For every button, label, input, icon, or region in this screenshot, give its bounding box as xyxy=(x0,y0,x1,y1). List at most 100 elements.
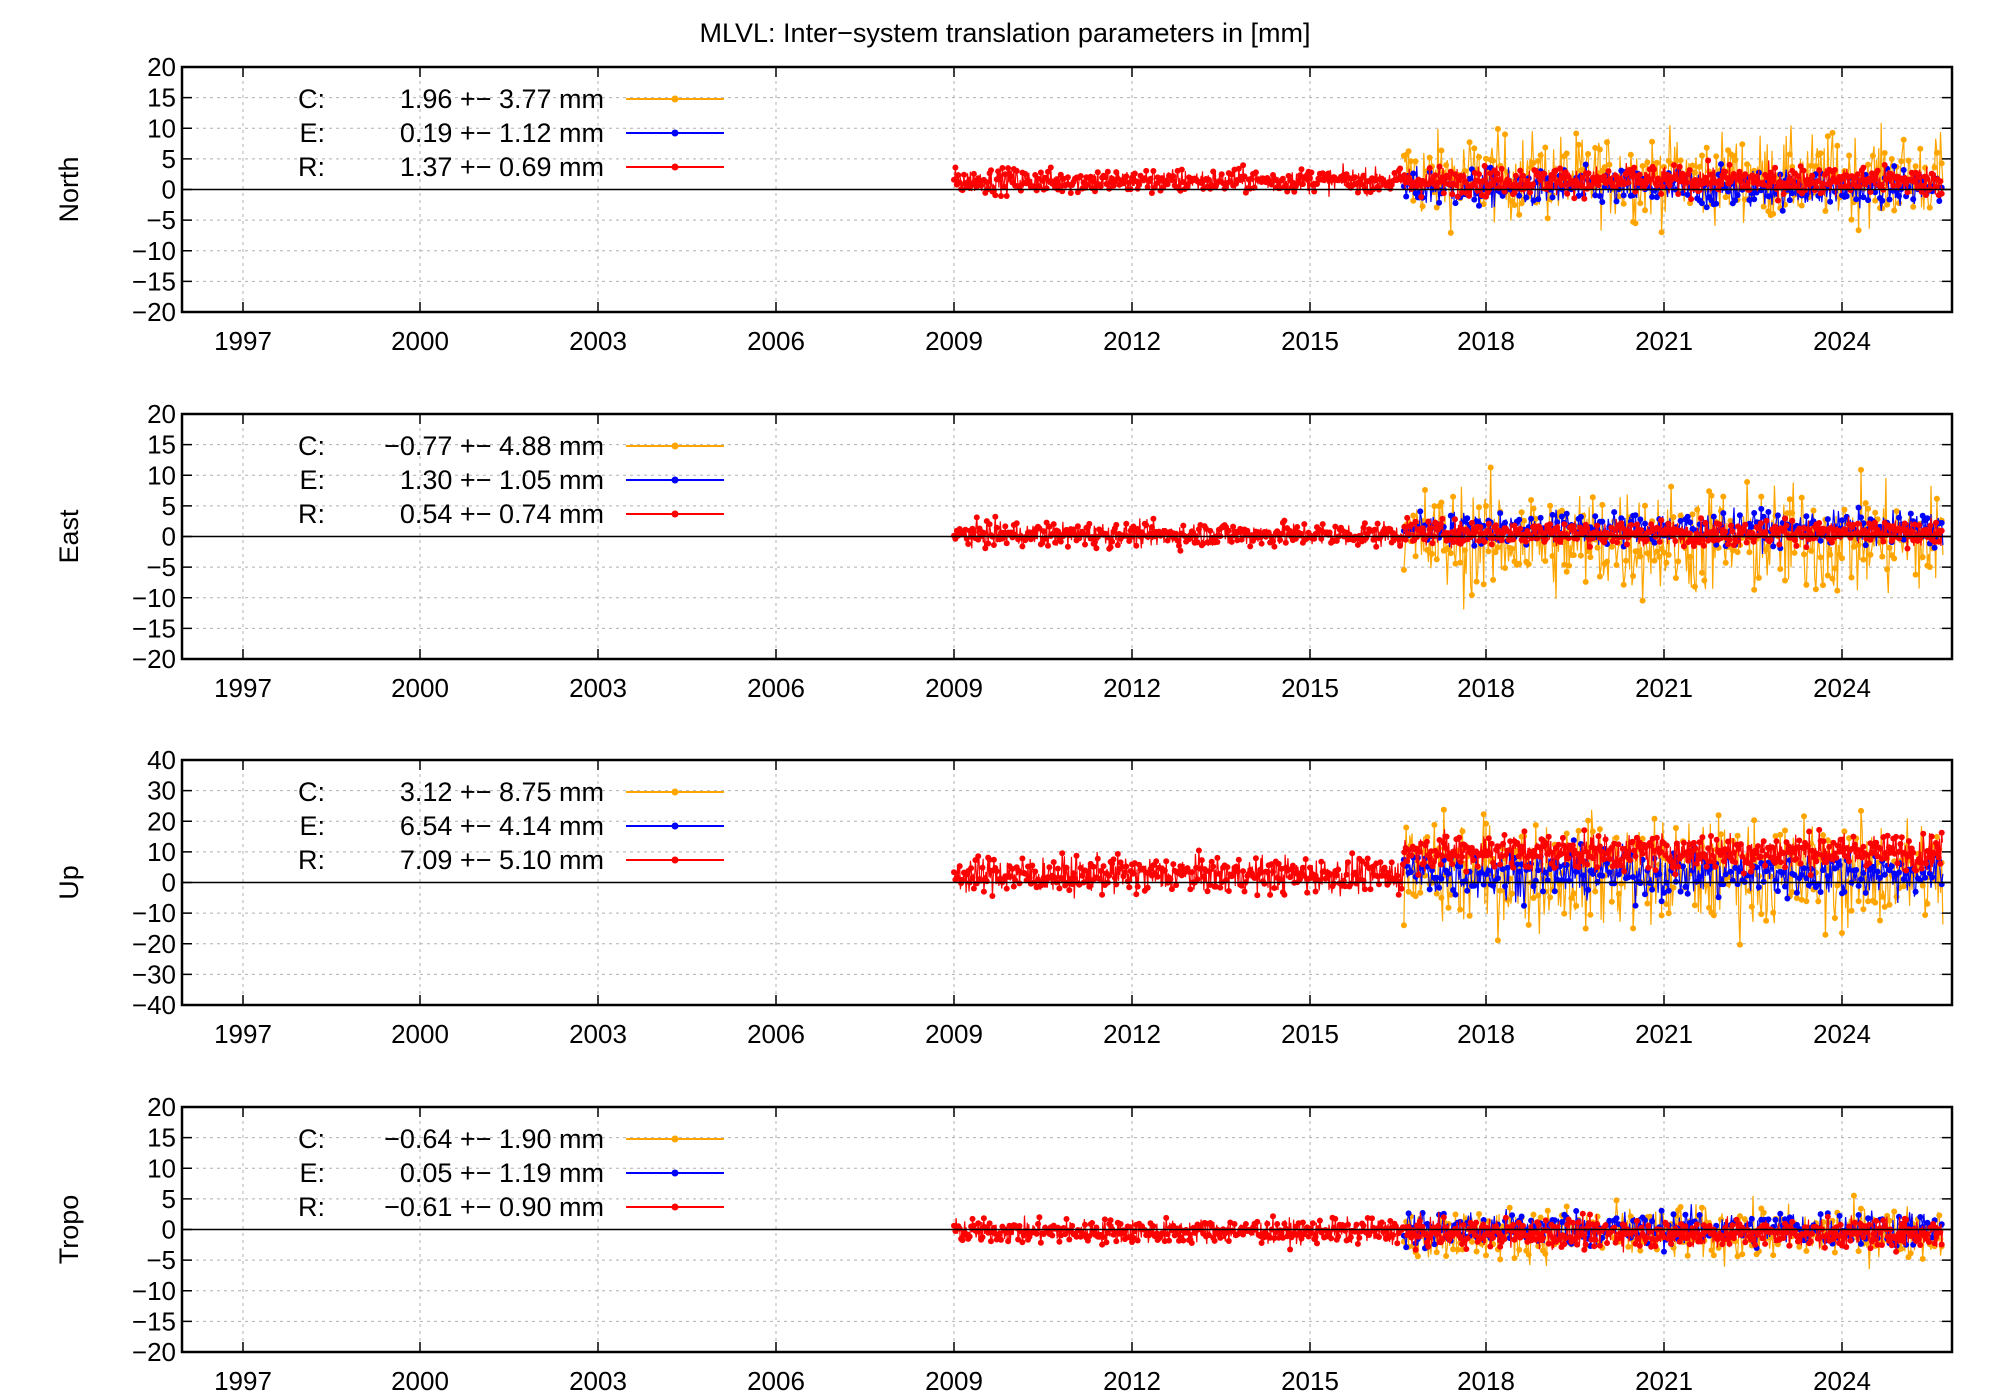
data-point-R xyxy=(1460,1222,1467,1228)
data-point-C xyxy=(1691,902,1698,909)
data-point-R xyxy=(1938,829,1945,836)
data-point-R xyxy=(1663,1221,1670,1228)
data-point-R xyxy=(1107,1217,1114,1224)
data-point-R xyxy=(1322,875,1329,882)
data-point-R xyxy=(1228,171,1235,178)
data-point-C xyxy=(1566,562,1573,569)
x-tick-label: 2003 xyxy=(569,1019,627,1049)
data-point-R xyxy=(1740,870,1747,877)
data-point-R xyxy=(1584,524,1591,531)
data-point-C xyxy=(1708,492,1715,499)
data-point-R xyxy=(1615,841,1622,848)
data-point-R xyxy=(1537,853,1544,860)
data-point-R xyxy=(1757,853,1764,860)
data-point-E xyxy=(1649,1218,1656,1225)
data-point-R xyxy=(1282,539,1289,546)
data-point-R xyxy=(1425,518,1432,525)
data-point-R xyxy=(1279,175,1286,182)
data-point-R xyxy=(1569,842,1576,849)
data-point-R xyxy=(1345,1221,1351,1228)
data-point-R xyxy=(1870,177,1877,184)
y-tick-label: 10 xyxy=(147,113,176,143)
data-point-E xyxy=(1478,869,1485,876)
data-point-R xyxy=(1352,174,1359,181)
data-point-R xyxy=(1423,532,1430,539)
data-point-R xyxy=(1514,840,1521,846)
data-point-R xyxy=(998,193,1004,199)
data-point-R xyxy=(1696,839,1703,846)
data-point-R xyxy=(1252,169,1259,176)
data-point-C xyxy=(1443,1253,1450,1259)
data-point-C xyxy=(1760,1209,1767,1216)
data-point-R xyxy=(1370,536,1377,543)
data-point-R xyxy=(1827,179,1834,186)
data-point-E xyxy=(1494,875,1501,882)
legend-series-name: R: xyxy=(298,1192,325,1222)
legend-marker xyxy=(671,476,679,484)
data-point-C xyxy=(1649,138,1656,145)
data-point-R xyxy=(1631,1227,1638,1234)
data-point-C xyxy=(1537,1214,1544,1221)
data-point-R xyxy=(1235,165,1242,172)
data-point-C xyxy=(1422,487,1428,493)
x-tick-label: 2003 xyxy=(569,673,627,703)
data-point-R xyxy=(1750,856,1757,863)
data-point-R xyxy=(1297,876,1303,883)
data-point-C xyxy=(1637,1247,1644,1254)
legend-marker xyxy=(671,95,679,103)
data-point-R xyxy=(1050,859,1057,866)
data-point-R xyxy=(1003,193,1010,199)
data-point-R xyxy=(1747,868,1754,875)
data-point-R xyxy=(1602,1222,1609,1229)
data-point-R xyxy=(1757,1227,1764,1234)
data-point-R xyxy=(1036,183,1043,190)
data-point-R xyxy=(1066,887,1073,894)
data-point-R xyxy=(1421,859,1427,866)
data-point-R xyxy=(1675,191,1682,197)
data-point-R xyxy=(1669,864,1676,870)
data-point-R xyxy=(1113,521,1120,528)
data-point-C xyxy=(1537,152,1544,159)
data-point-R xyxy=(1466,192,1473,199)
data-point-R xyxy=(1514,531,1521,538)
y-tick-label: −15 xyxy=(132,1306,176,1336)
data-point-R xyxy=(1326,1228,1333,1235)
data-point-C xyxy=(1651,815,1658,822)
data-point-R xyxy=(1601,539,1608,546)
data-point-C xyxy=(1829,575,1836,582)
data-point-C xyxy=(1734,549,1741,556)
data-point-R xyxy=(1702,174,1709,181)
data-point-C xyxy=(1910,203,1917,210)
data-point-R xyxy=(1307,175,1313,182)
data-point-R xyxy=(1388,859,1395,866)
data-point-R xyxy=(1063,864,1070,871)
data-point-C xyxy=(1817,150,1824,157)
data-point-E xyxy=(1436,199,1443,206)
data-point-E xyxy=(1817,537,1824,544)
data-point-C xyxy=(1487,464,1494,471)
data-point-C xyxy=(1729,547,1736,554)
data-point-C xyxy=(1608,898,1615,905)
data-point-R xyxy=(1433,1231,1440,1237)
data-point-R xyxy=(1831,167,1838,173)
data-point-R xyxy=(1520,172,1526,179)
data-point-R xyxy=(1682,1223,1689,1230)
data-point-R xyxy=(1796,1237,1803,1244)
data-point-R xyxy=(1150,515,1157,522)
data-point-R xyxy=(1884,832,1891,839)
data-point-C xyxy=(1438,894,1445,901)
data-point-E xyxy=(1471,196,1478,203)
data-point-R xyxy=(1538,529,1545,536)
data-point-C xyxy=(1450,1246,1457,1253)
data-point-E xyxy=(1874,868,1881,875)
data-point-C xyxy=(1912,571,1919,578)
data-point-R xyxy=(1542,536,1549,543)
data-point-R xyxy=(1633,834,1640,841)
data-point-R xyxy=(1022,170,1029,177)
data-point-R xyxy=(1903,1216,1910,1223)
data-point-E xyxy=(1611,880,1618,887)
x-tick-label: 2000 xyxy=(391,326,449,356)
data-point-R xyxy=(1866,860,1873,867)
data-point-E xyxy=(1426,886,1433,893)
data-point-R xyxy=(1910,849,1917,856)
